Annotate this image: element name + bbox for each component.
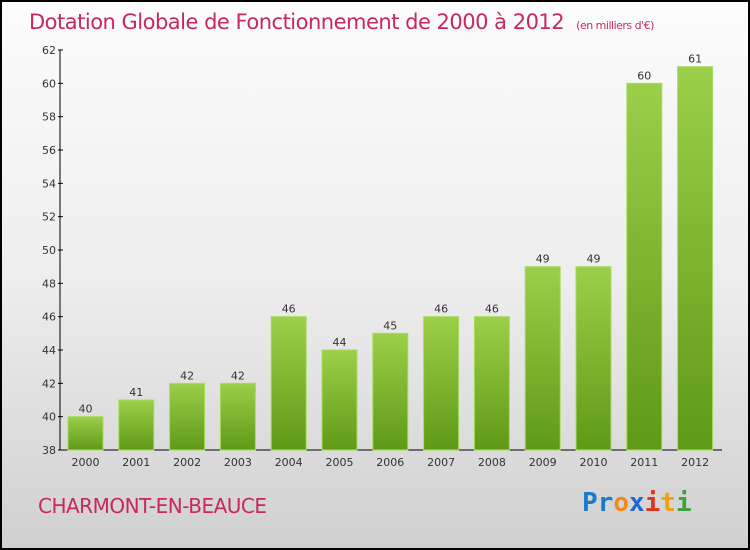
x-tick-label: 2012 (681, 456, 709, 469)
data-label: 46 (485, 303, 499, 316)
bar (423, 316, 460, 451)
x-tick-label: 2007 (427, 456, 455, 469)
y-tick-label: 42 (42, 377, 56, 390)
x-tick-label: 2005 (326, 456, 354, 469)
title-text: Dotation Globale de Fonctionnement de 20… (29, 10, 565, 34)
data-label: 42 (231, 369, 245, 382)
x-tick-label: 2010 (580, 456, 608, 469)
x-tick-label: 2000 (72, 456, 100, 469)
data-label: 60 (637, 69, 651, 82)
proxiti-logo: Proxiti (582, 488, 692, 518)
bar (677, 66, 714, 451)
data-label: 49 (587, 253, 601, 266)
y-tick-label: 44 (42, 344, 56, 357)
bar (321, 349, 358, 451)
x-tick-label: 2006 (376, 456, 404, 469)
chart-subtitle: (en milliers d'€) (576, 19, 654, 32)
bar (270, 316, 307, 451)
data-label: 49 (536, 253, 550, 266)
bar (372, 332, 409, 451)
bar (67, 416, 104, 451)
y-tick-label: 58 (42, 111, 56, 124)
city-name: CHARMONT-EN-BEAUCE (38, 494, 267, 518)
bar (626, 82, 663, 451)
bar (575, 266, 612, 451)
data-label: 46 (282, 303, 296, 316)
x-tick-label: 2004 (275, 456, 303, 469)
y-tick-label: 62 (42, 44, 56, 57)
y-tick-label: 54 (42, 177, 56, 190)
bar (219, 382, 256, 451)
y-tick-label: 56 (42, 144, 56, 157)
y-tick-label: 60 (42, 77, 56, 90)
data-label: 44 (333, 336, 347, 349)
data-label: 41 (129, 386, 143, 399)
y-tick-label: 50 (42, 244, 56, 257)
bar (169, 382, 206, 451)
x-tick-label: 2009 (529, 456, 557, 469)
y-tick-label: 52 (42, 211, 56, 224)
y-tick-label: 48 (42, 277, 56, 290)
bar (473, 316, 510, 451)
x-tick-label: 2008 (478, 456, 506, 469)
data-label: 61 (688, 53, 702, 66)
data-label: 45 (383, 319, 397, 332)
data-label: 46 (434, 303, 448, 316)
chart-title: Dotation Globale de Fonctionnement de 20… (29, 10, 654, 34)
x-tick-label: 2001 (122, 456, 150, 469)
bar (524, 266, 561, 451)
y-tick-label: 46 (42, 311, 56, 324)
y-tick-label: 40 (42, 411, 56, 424)
data-label: 42 (180, 369, 194, 382)
y-tick-label: 38 (42, 444, 56, 457)
data-label: 40 (79, 403, 93, 416)
bar (118, 399, 155, 451)
x-tick-label: 2002 (173, 456, 201, 469)
x-tick-label: 2011 (630, 456, 658, 469)
x-tick-label: 2003 (224, 456, 252, 469)
